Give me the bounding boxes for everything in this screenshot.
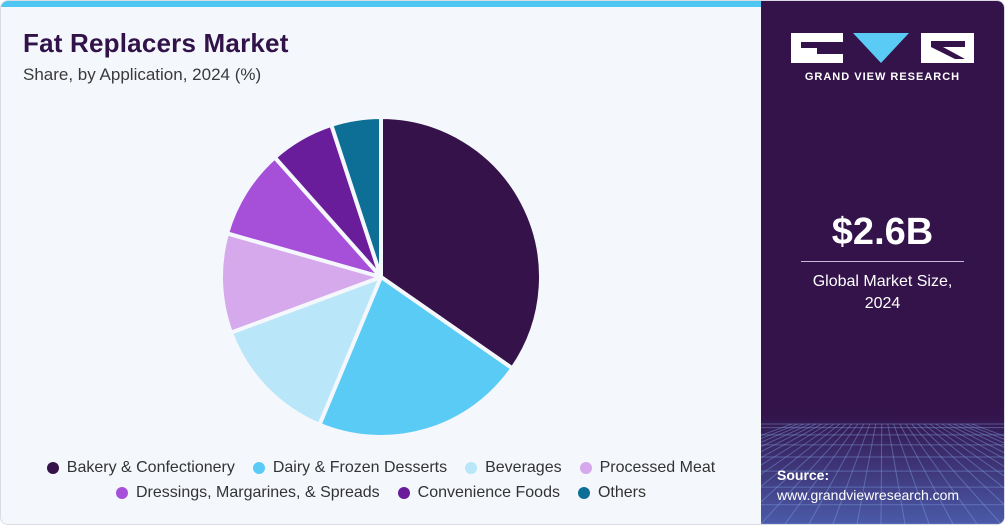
legend-dot [579, 462, 592, 474]
market-size-value: $2.6B [831, 211, 934, 253]
legend-item-processed-meat: Processed Meat [579, 459, 716, 477]
legend-dot [116, 487, 128, 499]
chart-title: Fat Replacers Market [23, 28, 289, 58]
legend-label: Dressings, Margarines, & Spreads [136, 484, 380, 501]
divider [801, 261, 964, 262]
legend-label: Dairy & Frozen Desserts [272, 459, 448, 476]
legend-item-bakery: Bakery & Confectionery [46, 459, 235, 477]
pie-slice-dairy [317, 275, 515, 439]
pie-slice-others [329, 115, 383, 279]
legend-label: Processed Meat [599, 459, 716, 476]
source-url[interactable]: www.grandviewresearch.com [777, 487, 960, 503]
grand-view-research-logo [791, 33, 974, 63]
legend-item-convenience: Convenience Foods [397, 484, 560, 502]
legend-dot [46, 462, 59, 474]
pie-chart [219, 115, 543, 439]
source-label: Source: [777, 467, 830, 483]
legend-item-dairy: Dairy & Frozen Desserts [252, 459, 448, 477]
legend-label: Others [597, 484, 646, 501]
grid-floor-graphic [761, 414, 1004, 524]
brand-name: GRAND VIEW RESEARCH [804, 71, 961, 83]
chart-subtitle: Share, by Application, 2024 (%) [23, 65, 262, 84]
legend-label: Beverages [485, 459, 562, 476]
legend-label: Convenience Foods [417, 484, 560, 501]
market-label-line-2: 2024 [864, 295, 901, 312]
info-sidebar: GRAND VIEW RESEARCH $2.6B Global Market … [761, 1, 1004, 524]
pie-slice-bakery [379, 115, 543, 371]
legend-label: Bakery & Confectionery [66, 459, 235, 476]
legend-dot [465, 462, 478, 474]
legend-dot [252, 462, 265, 474]
pie-slice-processed-meat [219, 231, 383, 335]
chart-panel: Fat Replacers Market Share, by Applicati… [1, 1, 761, 524]
legend-dot [397, 487, 410, 499]
pie-slice-beverages [228, 275, 383, 427]
legend-item-dressings: Dressings, Margarines, & Spreads [116, 484, 380, 502]
legend-row-1: Bakery & Confectionery Dairy & Frozen De… [1, 459, 761, 477]
legend-item-others: Others [577, 484, 646, 502]
legend-item-beverages: Beverages [465, 459, 562, 477]
accent-bar [1, 1, 761, 7]
legend-row-2: Dressings, Margarines, & Spreads Conveni… [1, 484, 761, 502]
market-label-line-1: Global Market Size, [812, 273, 953, 290]
legend-dot [577, 487, 590, 499]
market-size-label: Global Market Size, 2024 [761, 271, 1004, 315]
